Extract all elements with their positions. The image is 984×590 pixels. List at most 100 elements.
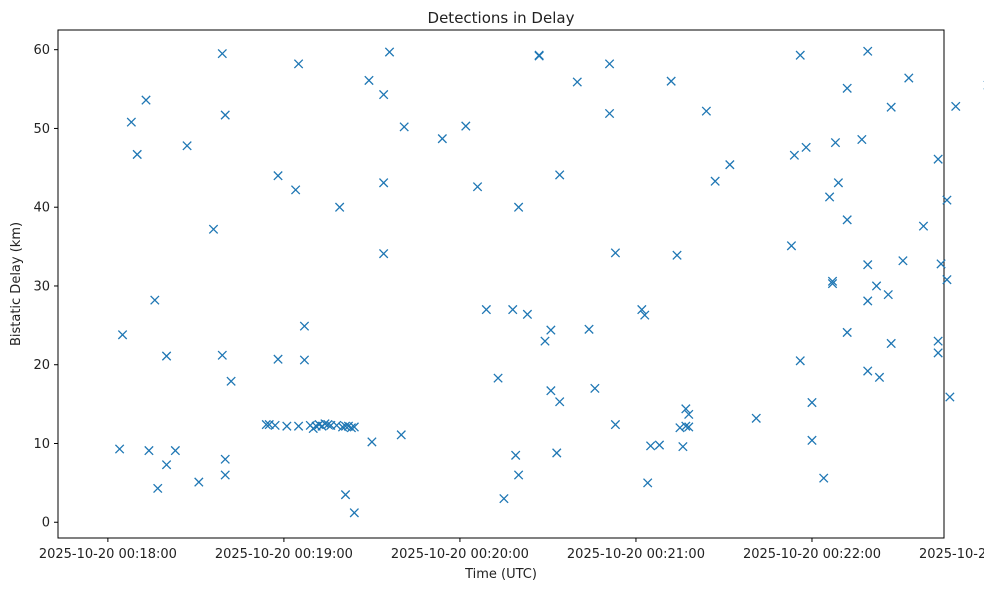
data-point-marker	[863, 366, 873, 376]
data-point-marker	[830, 137, 841, 148]
data-point-marker	[282, 421, 292, 431]
data-point-marker	[217, 48, 227, 59]
data-point-marker	[220, 454, 230, 464]
data-point-marker	[604, 108, 615, 119]
data-point-marker	[807, 397, 817, 408]
data-point-marker	[226, 376, 236, 386]
data-point-marker	[323, 419, 333, 430]
data-point-marker	[261, 419, 271, 430]
data-point-marker	[217, 350, 227, 360]
data-point-marker	[293, 421, 304, 431]
data-point-marker	[637, 304, 647, 315]
data-point-marker	[584, 324, 594, 334]
data-point-marker	[883, 289, 893, 300]
data-point-marker	[208, 224, 219, 234]
data-point-marker	[795, 356, 805, 366]
x-tick-label: 2025-10-20 00:20:00	[391, 547, 529, 562]
y-tick-label: 60	[33, 43, 50, 58]
data-point-marker	[555, 397, 565, 407]
data-point-marker	[751, 413, 761, 423]
data-point-marker	[293, 59, 304, 69]
data-point-marker	[170, 445, 181, 456]
data-point-marker	[340, 421, 351, 431]
y-axis-label: Bistatic Delay (km)	[9, 222, 24, 346]
data-point-marker	[725, 160, 735, 170]
data-point-marker	[807, 435, 817, 445]
data-point-marker	[132, 149, 142, 160]
data-point-marker	[681, 421, 691, 431]
data-point-marker	[270, 420, 280, 431]
data-point-marker	[795, 50, 805, 60]
data-point-marker	[349, 422, 359, 432]
data-point-marker	[182, 141, 192, 151]
data-point-marker	[666, 76, 676, 86]
data-point-marker	[871, 281, 882, 291]
data-point-marker	[842, 83, 852, 93]
data-point-marker	[364, 75, 374, 86]
data-point-marker	[461, 121, 471, 131]
data-point-marker	[942, 275, 952, 285]
data-point-marker	[117, 330, 128, 340]
data-point-marker	[540, 336, 550, 346]
x-tick-label: 2025-10-20 00:19:00	[215, 547, 353, 562]
data-point-marker	[801, 142, 811, 153]
data-point-marker	[684, 422, 694, 432]
data-point-marker	[472, 182, 483, 192]
data-point-marker	[824, 192, 835, 202]
data-point-marker	[555, 170, 565, 180]
data-point-marker	[842, 327, 852, 338]
data-point-marker	[493, 373, 503, 383]
data-point-marker	[378, 89, 389, 100]
data-point-marker	[874, 372, 885, 382]
y-tick-label: 10	[33, 437, 50, 452]
data-point-marker	[384, 47, 395, 57]
data-point-marker	[827, 276, 838, 286]
data-point-marker	[508, 304, 518, 315]
data-point-marker	[141, 95, 151, 105]
data-point-marker	[320, 419, 330, 429]
data-point-marker	[349, 508, 359, 518]
data-point-marker	[827, 278, 838, 289]
data-markers	[114, 46, 984, 518]
data-point-marker	[645, 441, 656, 451]
chart-title: Detections in Delay	[428, 9, 575, 27]
data-point-marker	[933, 154, 943, 164]
data-point-marker	[299, 321, 310, 331]
data-point-marker	[126, 117, 137, 127]
data-point-marker	[396, 430, 406, 440]
data-point-marker	[590, 383, 600, 394]
x-tick-label: 2025-10-20 00:21:00	[567, 547, 705, 562]
data-point-marker	[150, 295, 160, 305]
data-point-marker	[378, 178, 389, 188]
data-point-marker	[346, 423, 357, 433]
data-point-marker	[918, 221, 929, 231]
data-point-marker	[367, 437, 377, 447]
data-point-marker	[334, 202, 345, 212]
y-tick-label: 50	[33, 122, 50, 137]
data-point-marker	[863, 46, 873, 56]
data-point-marker	[437, 134, 447, 144]
y-tick-label: 20	[33, 358, 50, 373]
data-point-marker	[534, 50, 544, 60]
data-point-marker	[220, 110, 230, 120]
y-tick-label: 40	[33, 201, 50, 216]
data-point-marker	[153, 483, 163, 494]
data-point-marker	[340, 490, 351, 500]
data-point-marker	[886, 102, 896, 112]
data-point-marker	[684, 409, 694, 420]
data-point-marker	[513, 202, 524, 212]
data-point-marker	[786, 241, 797, 251]
data-point-marker	[114, 444, 125, 454]
data-point-marker	[643, 478, 653, 488]
data-point-marker	[945, 392, 955, 402]
data-point-marker	[511, 450, 521, 460]
data-point-marker	[886, 338, 896, 349]
data-point-marker	[546, 325, 556, 335]
data-point-marker	[572, 77, 582, 87]
data-point-marker	[898, 256, 908, 266]
data-point-marker	[144, 445, 154, 456]
data-point-marker	[161, 351, 172, 361]
data-point-marker	[842, 215, 852, 225]
data-point-marker	[942, 195, 952, 205]
